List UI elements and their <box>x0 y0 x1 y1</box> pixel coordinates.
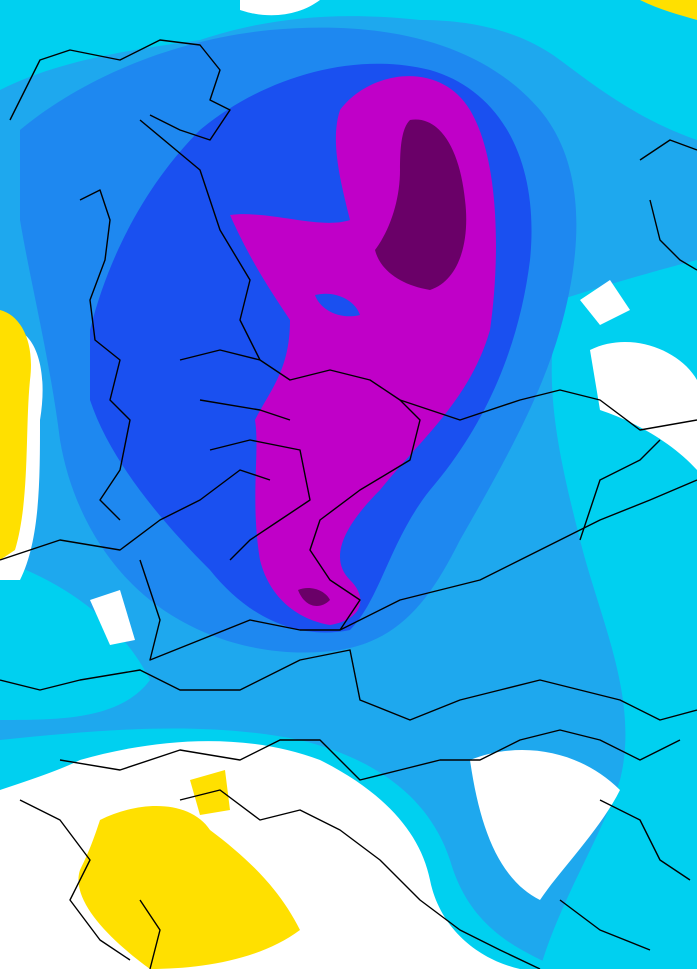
white-zone <box>240 0 320 16</box>
core-zone <box>298 588 330 606</box>
coastline <box>79 189 131 521</box>
border <box>639 139 697 271</box>
yellow-zone <box>78 806 300 969</box>
border <box>139 799 691 969</box>
yellow-zone <box>0 310 31 560</box>
border <box>59 729 681 781</box>
border <box>399 389 697 541</box>
cyan-zone <box>0 560 150 720</box>
cyan-zone <box>0 0 697 140</box>
deep-blue-zone <box>315 293 360 317</box>
white-zone <box>90 590 135 645</box>
border <box>0 469 697 661</box>
border <box>139 119 421 631</box>
core-zone <box>375 119 467 290</box>
white-zone <box>470 750 620 900</box>
border <box>179 349 311 561</box>
border <box>19 789 541 969</box>
border <box>0 649 697 721</box>
yellow-zone <box>640 0 697 20</box>
white-zone <box>590 341 697 470</box>
coastline <box>9 39 231 141</box>
white-zone <box>580 280 630 325</box>
